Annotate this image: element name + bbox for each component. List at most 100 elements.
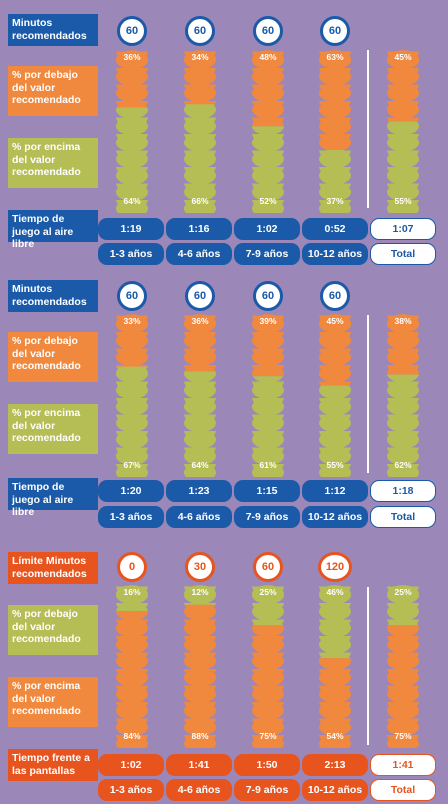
column-segment xyxy=(319,602,351,621)
age-group-label: 7-9 años xyxy=(234,243,300,265)
column-segment xyxy=(116,414,148,433)
column-segment xyxy=(184,150,216,169)
above-recommended-bar xyxy=(319,149,351,214)
column-segment xyxy=(184,447,216,466)
column-segment xyxy=(387,199,419,213)
above-percent-label: 62% xyxy=(394,460,411,470)
above-recommended-bar xyxy=(319,658,351,748)
column-segment xyxy=(252,150,284,169)
column-segment xyxy=(387,84,419,103)
recommended-limit-label: Límite Minutos recomendados xyxy=(8,552,98,584)
column-segment xyxy=(319,348,351,367)
column-segment xyxy=(252,718,284,737)
total-label: Total xyxy=(370,243,436,265)
column-segment xyxy=(387,619,419,626)
minutes-badge: 60 xyxy=(253,552,283,582)
column-segment xyxy=(116,430,148,449)
column-segment xyxy=(387,183,419,202)
column-segment xyxy=(186,100,214,105)
stacked-column: 46% 54% xyxy=(319,585,351,748)
outdoor-time-label: Tiempo de juego al aire libre xyxy=(8,210,98,250)
stacked-column: 16% 84% xyxy=(116,585,148,749)
column-segment xyxy=(387,397,419,416)
stacked-column: 45% 55% xyxy=(387,50,419,213)
total-divider xyxy=(367,315,369,473)
column-segment xyxy=(387,67,419,86)
column-segment xyxy=(252,635,284,654)
column-segment xyxy=(319,385,351,400)
below-recommended-bar xyxy=(387,315,419,375)
above-percent-label: 54% xyxy=(326,731,343,741)
below-percent-label: 45% xyxy=(394,52,411,62)
column-segment xyxy=(387,364,419,375)
column-segment xyxy=(252,364,284,377)
below-recommended-bar xyxy=(387,51,419,122)
column-segment xyxy=(184,51,216,70)
column-segment xyxy=(116,199,148,214)
above-recommended-label: % por encima del valor recomendado xyxy=(8,677,98,727)
below-recommended-label: % por debajo del valor recomendado xyxy=(8,605,98,655)
above-percent-label: 55% xyxy=(394,196,411,206)
column-segment xyxy=(116,685,148,704)
column-segment xyxy=(319,447,351,466)
column-segment xyxy=(387,701,419,720)
above-recommended-bar xyxy=(184,104,216,214)
column-segment xyxy=(387,586,419,605)
column-segment xyxy=(319,51,351,70)
below-percent-label: 36% xyxy=(123,52,140,62)
stacked-column: 63% 37% xyxy=(319,50,351,214)
above-recommended-bar xyxy=(184,604,216,749)
below-recommended-bar xyxy=(252,315,284,377)
column-segment xyxy=(252,602,284,621)
column-segment xyxy=(319,199,351,214)
column-segment xyxy=(116,84,148,103)
column-segment xyxy=(319,701,351,720)
stacked-column: 25% 75% xyxy=(252,585,284,748)
column-segment xyxy=(116,397,148,416)
column-segment xyxy=(252,652,284,671)
above-recommended-bar xyxy=(252,625,284,748)
column-segment xyxy=(387,625,419,638)
below-percent-label: 34% xyxy=(191,52,208,62)
column-segment xyxy=(184,668,216,687)
column-segment xyxy=(184,718,216,737)
column-segment xyxy=(116,718,148,737)
above-recommended-bar xyxy=(116,611,148,749)
above-percent-label: 37% xyxy=(326,196,343,206)
column-segment xyxy=(252,166,284,185)
column-segment xyxy=(319,133,351,150)
age-group-label: 4-6 años xyxy=(166,506,232,528)
stacked-column: 33% 67% xyxy=(116,314,148,478)
above-percent-label: 52% xyxy=(259,196,276,206)
total-label: Total xyxy=(370,506,436,528)
above-percent-label: 61% xyxy=(259,460,276,470)
column-segment xyxy=(252,376,284,383)
minutes-badge: 60 xyxy=(253,281,283,311)
column-segment xyxy=(116,150,148,169)
column-segment xyxy=(252,463,284,477)
column-segment xyxy=(387,718,419,737)
column-segment xyxy=(121,364,143,367)
above-percent-label: 88% xyxy=(191,731,208,741)
above-recommended-label: % por encima del valor recomendado xyxy=(8,138,98,188)
column-segment xyxy=(319,635,351,654)
above-percent-label: 84% xyxy=(123,731,140,741)
below-recommended-bar xyxy=(184,586,216,605)
stacked-column: 45% 55% xyxy=(319,314,351,477)
column-segment xyxy=(116,51,148,70)
column-segment xyxy=(116,619,148,638)
column-segment xyxy=(184,463,216,478)
below-percent-label: 12% xyxy=(191,587,208,597)
below-recommended-bar xyxy=(116,586,148,612)
column-segment xyxy=(319,658,351,671)
minutes-badge: 60 xyxy=(117,16,147,46)
column-segment xyxy=(252,586,284,605)
time-value-total: 1:41 xyxy=(370,754,436,776)
above-recommended-bar xyxy=(184,371,216,478)
screen-time-label: Tiempo frente a las pantallas xyxy=(8,749,98,781)
time-value: 1:12 xyxy=(302,480,368,502)
above-recommended-bar xyxy=(387,121,419,213)
age-group-label: 10-12 años xyxy=(302,779,368,801)
column-segment xyxy=(387,602,419,621)
below-percent-label: 36% xyxy=(191,316,208,326)
